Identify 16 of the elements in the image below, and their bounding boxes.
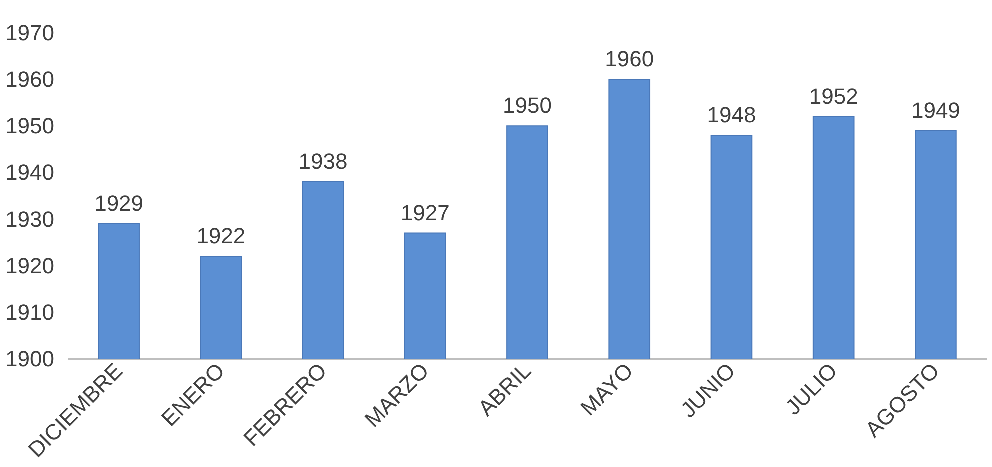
data-label: 1950 [503, 93, 552, 118]
data-label: 1952 [809, 84, 858, 109]
y-tick-label: 1910 [6, 300, 54, 325]
data-label: 1948 [707, 102, 756, 128]
data-label: 1949 [911, 98, 960, 123]
y-tick-label: 1930 [6, 206, 54, 232]
y-tick-label: 1920 [6, 253, 54, 278]
data-label: 1922 [196, 224, 246, 249]
y-tick-label: 1960 [6, 67, 54, 92]
y-tick-label: 1970 [6, 20, 54, 46]
data-label: 1938 [298, 149, 348, 174]
data-label: 1960 [605, 46, 654, 72]
data-label: 1929 [94, 190, 144, 216]
data-label: 1927 [400, 200, 450, 226]
y-tick-label: 1950 [6, 114, 54, 139]
y-tick-label: 1940 [6, 160, 54, 186]
